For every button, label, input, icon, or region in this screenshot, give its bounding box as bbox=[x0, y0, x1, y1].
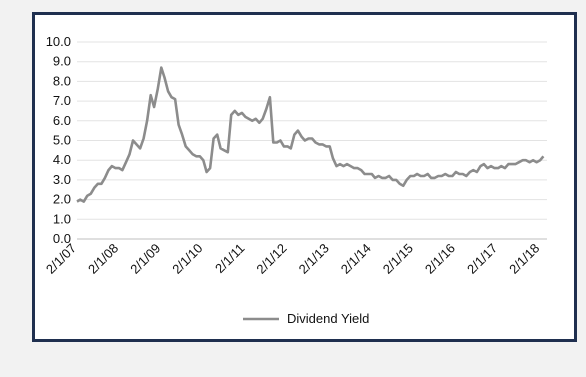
x-tick-label: 2/1/10 bbox=[169, 241, 205, 277]
series-line-dividend-yield bbox=[76, 66, 545, 203]
y-tick-label: 0.0 bbox=[53, 231, 71, 246]
x-tick-label: 2/1/15 bbox=[380, 241, 416, 277]
line-chart: 0.0 1.0 2.0 3.0 4.0 5.0 6.0 7.0 8.0 9.0 10.0 2/1/0… bbox=[43, 34, 547, 326]
y-tick-label: 10.0 bbox=[46, 34, 71, 49]
x-tick-label: 2/1/11 bbox=[212, 241, 247, 276]
x-tick-label: 2/1/16 bbox=[422, 241, 458, 277]
x-tick-label: 2/1/14 bbox=[338, 241, 374, 277]
y-tick-label: 6.0 bbox=[53, 113, 71, 128]
x-tick-label: 2/1/18 bbox=[506, 241, 542, 277]
y-tick-label: 7.0 bbox=[53, 93, 71, 108]
legend-label: Dividend Yield bbox=[287, 311, 369, 326]
y-tick-label: 2.0 bbox=[53, 192, 71, 207]
y-axis: 0.0 1.0 2.0 3.0 4.0 5.0 6.0 7.0 8.0 9.0 10.0 bbox=[46, 34, 71, 246]
chart-frame: 0.0 1.0 2.0 3.0 4.0 5.0 6.0 7.0 8.0 9.0 10.0 2/1/0… bbox=[32, 12, 577, 342]
x-tick-label: 2/1/08 bbox=[85, 241, 121, 277]
x-tick-label: 2/1/13 bbox=[296, 241, 332, 277]
x-axis: 2/1/07 2/1/08 2/1/09 2/1/10 2/1/11 2/1/12 2/1/… bbox=[43, 241, 542, 277]
y-tick-label: 8.0 bbox=[53, 73, 71, 88]
series-layer bbox=[76, 66, 545, 203]
y-tick-label: 1.0 bbox=[53, 211, 71, 226]
y-tick-label: 5.0 bbox=[53, 133, 71, 148]
x-tick-label: 2/1/12 bbox=[253, 241, 289, 277]
x-tick-label: 2/1/09 bbox=[127, 241, 163, 277]
y-tick-label: 9.0 bbox=[53, 54, 71, 69]
gridlines bbox=[77, 41, 547, 240]
legend: Dividend Yield bbox=[243, 311, 369, 326]
x-tick-label: 2/1/17 bbox=[464, 241, 500, 277]
y-tick-label: 4.0 bbox=[53, 152, 71, 167]
y-tick-label: 3.0 bbox=[53, 172, 71, 187]
